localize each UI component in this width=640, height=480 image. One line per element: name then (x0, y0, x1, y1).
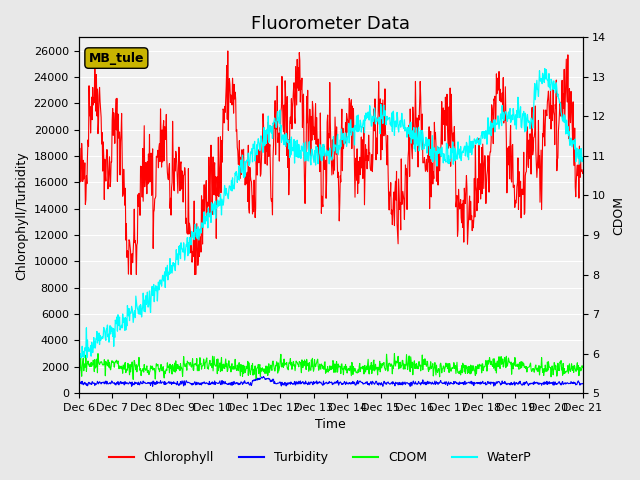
Legend: Chlorophyll, Turbidity, CDOM, WaterP: Chlorophyll, Turbidity, CDOM, WaterP (104, 446, 536, 469)
X-axis label: Time: Time (315, 419, 346, 432)
Y-axis label: CDOM: CDOM (612, 196, 625, 235)
Title: Fluorometer Data: Fluorometer Data (251, 15, 410, 33)
Text: MB_tule: MB_tule (88, 51, 144, 65)
Y-axis label: Chlorophyll/Turbidity: Chlorophyll/Turbidity (15, 151, 28, 279)
